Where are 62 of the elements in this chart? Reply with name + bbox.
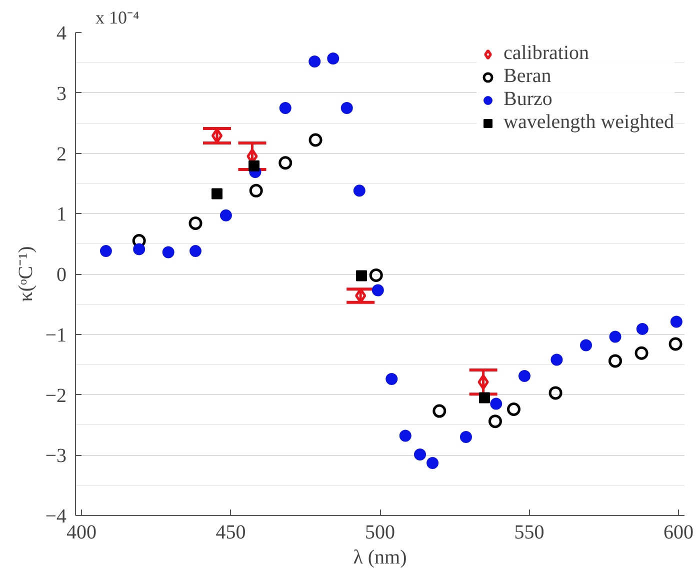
y-tick-label: −2 (45, 384, 66, 407)
point (609, 330, 622, 343)
point (426, 456, 439, 469)
y-tick-label: 1 (56, 204, 66, 226)
legend-label: Burzo (504, 88, 552, 111)
point (220, 209, 232, 222)
point (548, 386, 562, 400)
point (308, 55, 321, 68)
point (550, 354, 563, 366)
point (100, 245, 112, 258)
y-tick-label: 0 (56, 264, 66, 286)
x-tick-label: 450 (216, 522, 246, 544)
x-tick-label: 600 (664, 522, 694, 544)
legend-label: Beran (504, 65, 552, 88)
point (132, 234, 146, 248)
point (308, 133, 322, 147)
x-tick-label: 500 (365, 522, 395, 544)
point (490, 398, 502, 410)
y-tick-label: 4 (56, 22, 66, 44)
point (190, 245, 202, 258)
legend-label: calibration (504, 42, 590, 65)
y-tick-label: −3 (45, 445, 66, 468)
point (188, 216, 202, 230)
point (518, 370, 530, 382)
point (356, 270, 367, 282)
point (460, 431, 472, 443)
legend-label: wavelength weighted (504, 111, 674, 134)
x-tick-label: 550 (514, 522, 544, 544)
point (634, 346, 648, 360)
point (372, 284, 384, 296)
point (369, 268, 383, 282)
y-tick-label: 2 (56, 143, 66, 166)
y-tick-label: −1 (45, 324, 66, 346)
x-tick-label: 400 (66, 522, 96, 544)
point (340, 102, 353, 114)
point (668, 337, 682, 351)
point (386, 373, 398, 386)
x-axis-title: λ (nm) (353, 546, 407, 568)
point (399, 430, 412, 442)
point (478, 392, 490, 404)
point (414, 448, 426, 461)
point (278, 156, 292, 170)
point (162, 246, 174, 258)
point (432, 404, 446, 418)
point (327, 52, 340, 64)
point (670, 316, 682, 328)
point (353, 184, 366, 197)
point (279, 102, 292, 114)
point (133, 243, 146, 256)
point (506, 402, 520, 416)
point (636, 322, 648, 335)
point (249, 184, 263, 198)
y-tick-label: 3 (56, 82, 66, 105)
point (212, 188, 223, 200)
point (580, 339, 592, 352)
point (248, 160, 260, 172)
text: x 10⁻⁴ (96, 8, 140, 28)
point (608, 354, 622, 368)
y-tick-label: −4 (45, 506, 66, 528)
point (488, 414, 502, 428)
point (478, 374, 489, 390)
y-axis-title: κ(ᵒC⁻¹) (15, 246, 38, 302)
